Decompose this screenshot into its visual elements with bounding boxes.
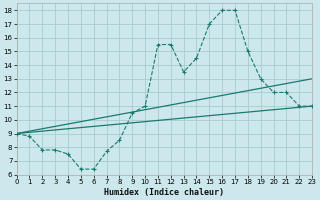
X-axis label: Humidex (Indice chaleur): Humidex (Indice chaleur) — [104, 188, 224, 197]
